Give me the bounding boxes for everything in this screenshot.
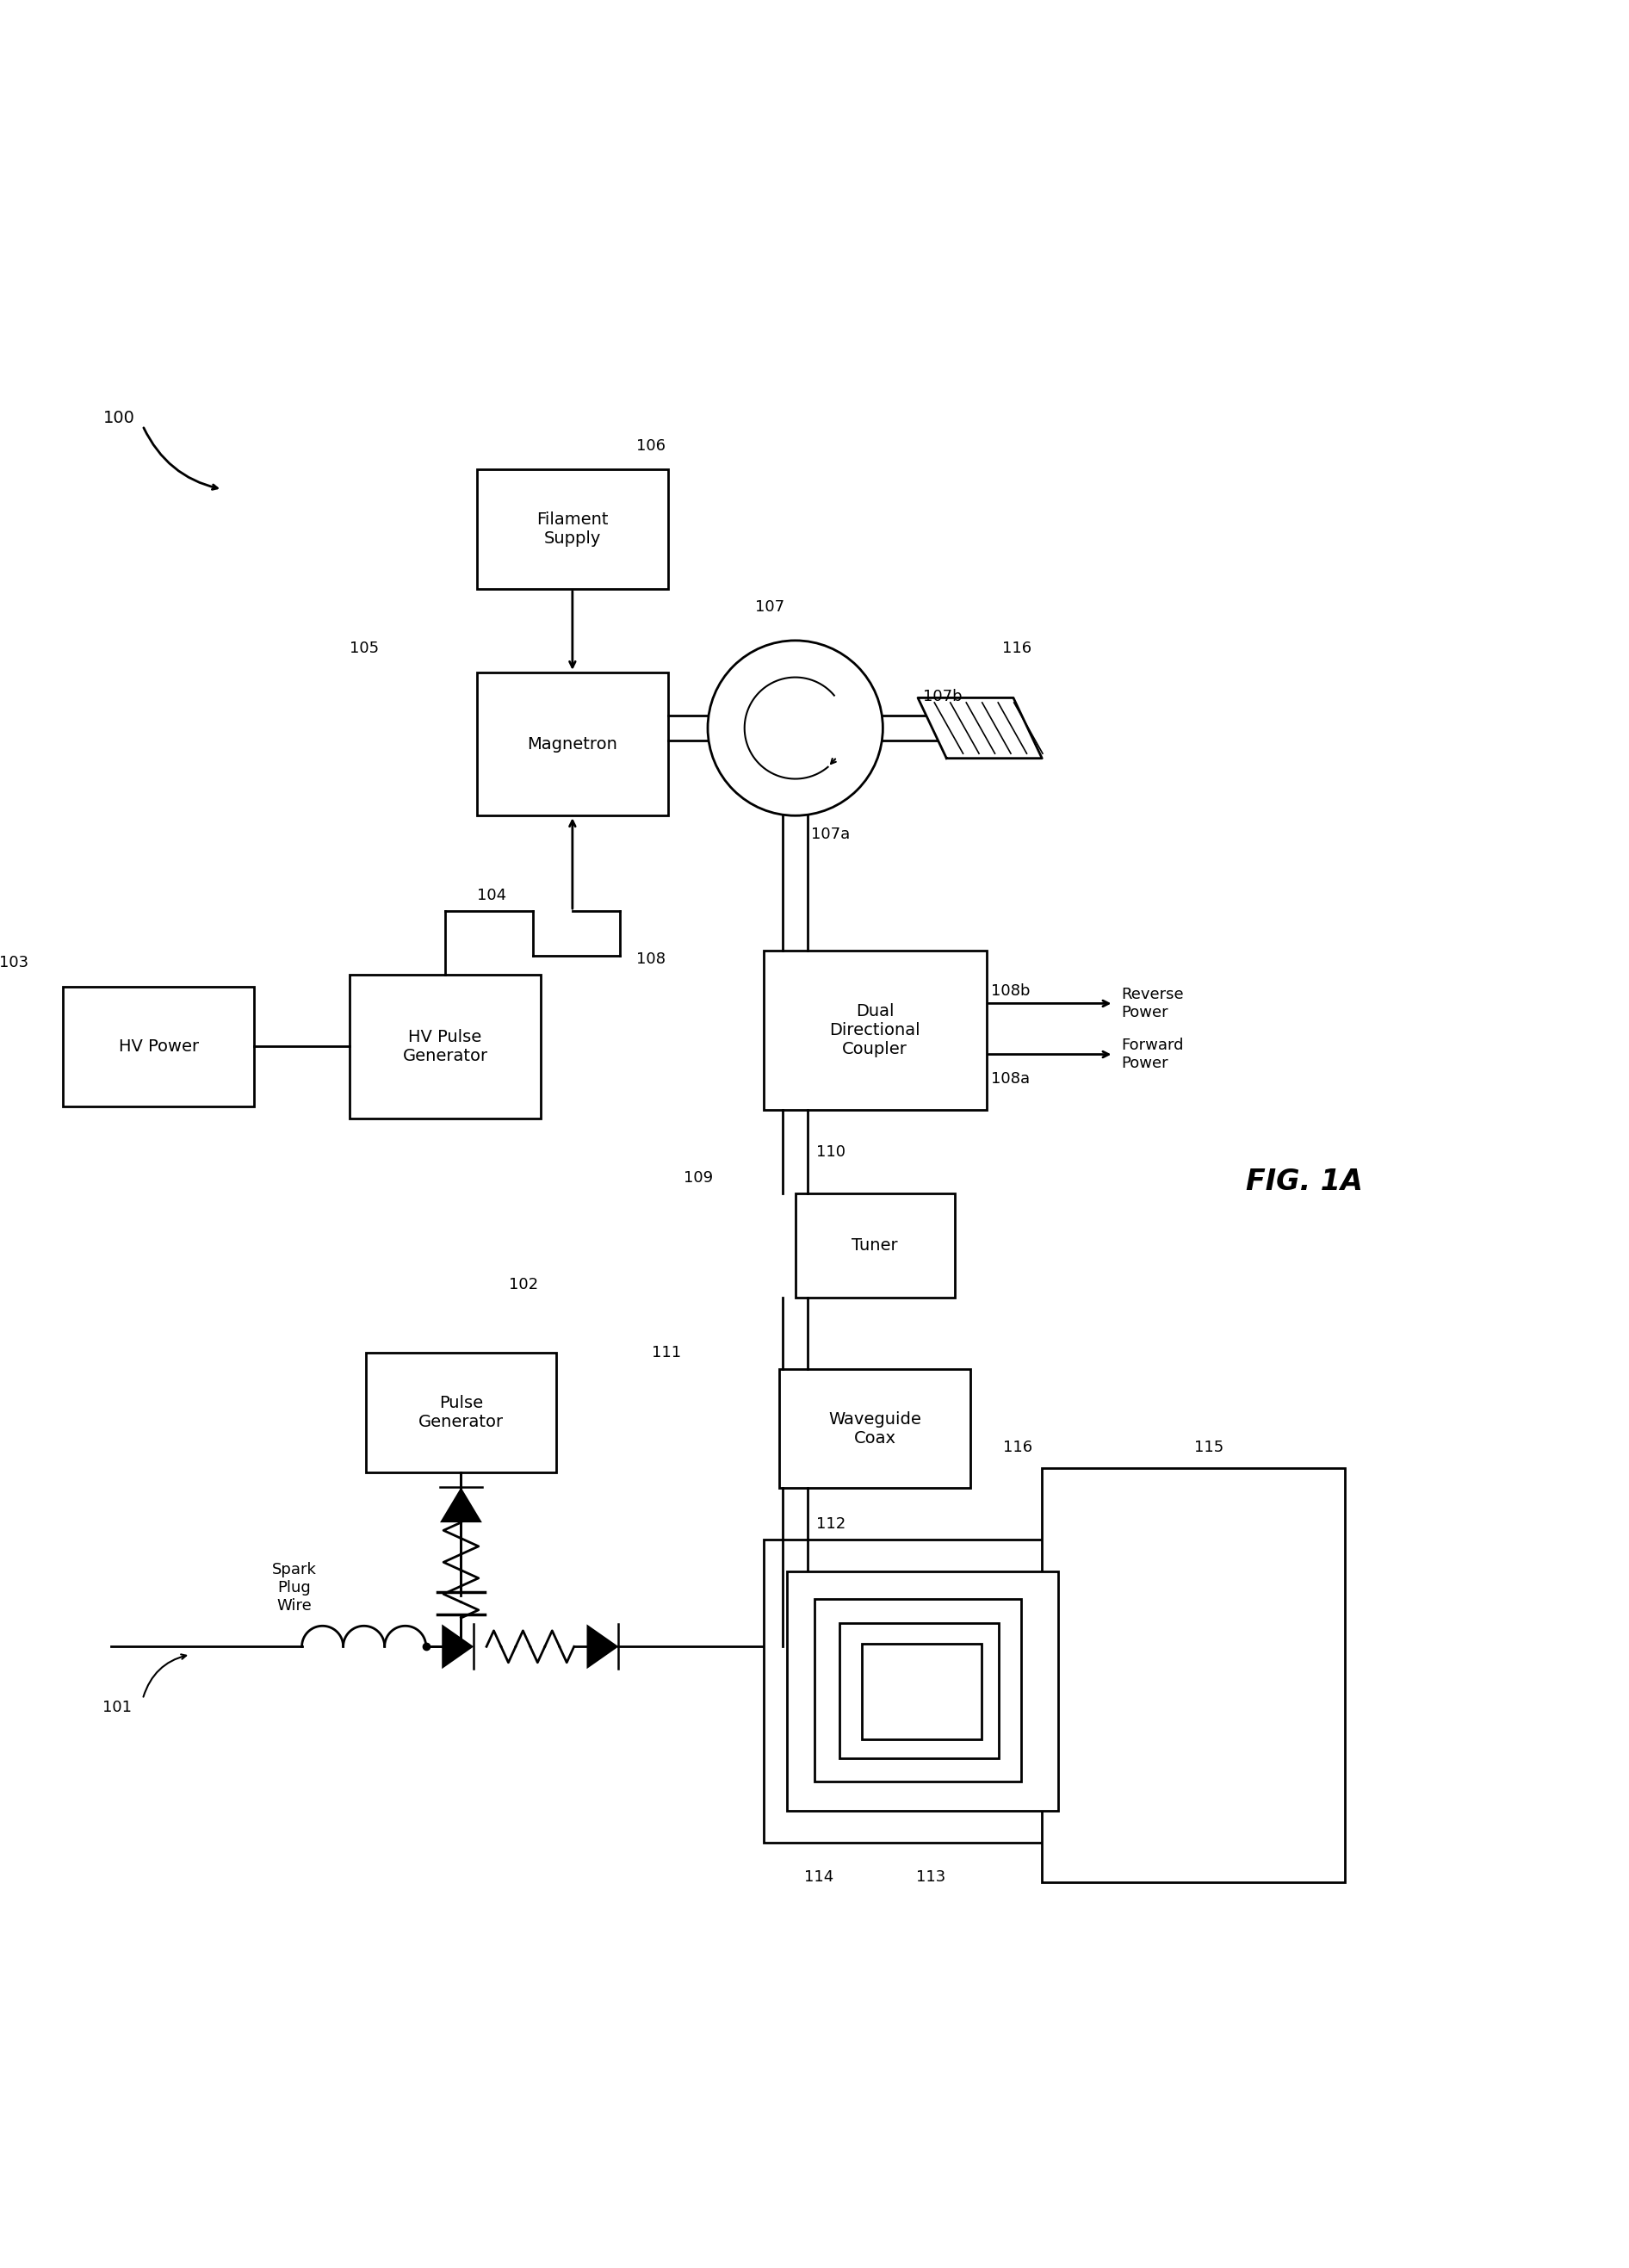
Bar <box>764 950 986 1109</box>
Text: Reverse
Power: Reverse Power <box>1122 987 1184 1021</box>
Text: 111: 111 <box>652 1345 681 1361</box>
Bar <box>779 1370 971 1488</box>
Text: 107a: 107a <box>811 828 850 841</box>
Bar <box>862 1644 982 1740</box>
Text: Filament
Supply: Filament Supply <box>536 510 608 547</box>
Text: 108a: 108a <box>990 1070 1030 1086</box>
Text: 105: 105 <box>350 642 380 655</box>
Text: Spark
Plug
Wire: Spark Plug Wire <box>272 1563 316 1613</box>
Text: 100: 100 <box>103 411 135 426</box>
Text: 101: 101 <box>103 1699 132 1715</box>
Bar <box>764 1540 1114 1842</box>
Polygon shape <box>441 1624 474 1669</box>
Text: 108: 108 <box>635 950 665 966</box>
Bar <box>477 671 668 816</box>
Text: 113: 113 <box>915 1869 945 1885</box>
Text: 106: 106 <box>635 438 665 454</box>
Bar <box>477 469 668 590</box>
Text: Dual
Directional
Coupler: Dual Directional Coupler <box>829 1002 920 1057</box>
Bar <box>1043 1467 1344 1882</box>
Text: 115: 115 <box>1194 1440 1223 1456</box>
Text: 102: 102 <box>508 1277 538 1293</box>
Polygon shape <box>440 1488 482 1522</box>
Text: Magnetron: Magnetron <box>528 735 617 753</box>
Text: Pulse
Generator: Pulse Generator <box>419 1395 503 1431</box>
Text: 112: 112 <box>816 1517 845 1531</box>
Text: Tuner: Tuner <box>852 1238 898 1254</box>
Bar <box>350 975 541 1118</box>
Text: HV Power: HV Power <box>119 1039 199 1055</box>
Text: 108b: 108b <box>990 984 1030 998</box>
Text: 110: 110 <box>816 1143 845 1159</box>
Circle shape <box>707 640 883 816</box>
Bar <box>64 987 254 1107</box>
Polygon shape <box>586 1624 619 1669</box>
Text: 116: 116 <box>1003 1440 1033 1456</box>
Text: 107: 107 <box>756 599 785 615</box>
Text: 114: 114 <box>805 1869 834 1885</box>
Text: 109: 109 <box>684 1170 714 1186</box>
Text: Forward
Power: Forward Power <box>1122 1039 1184 1070</box>
Polygon shape <box>917 699 1043 758</box>
Bar <box>365 1354 557 1472</box>
Bar <box>841 1622 999 1758</box>
Text: 103: 103 <box>0 955 29 971</box>
Text: Waveguide
Coax: Waveguide Coax <box>829 1411 922 1447</box>
Text: FIG. 1A: FIG. 1A <box>1246 1168 1363 1195</box>
Text: 104: 104 <box>477 887 507 903</box>
Text: 107b: 107b <box>922 689 961 703</box>
Bar <box>814 1599 1021 1783</box>
Text: HV Pulse
Generator: HV Pulse Generator <box>402 1030 487 1064</box>
Bar <box>1043 1467 1344 1882</box>
Text: 116: 116 <box>1002 642 1031 655</box>
Bar <box>787 1572 1057 1810</box>
Bar <box>795 1193 955 1297</box>
